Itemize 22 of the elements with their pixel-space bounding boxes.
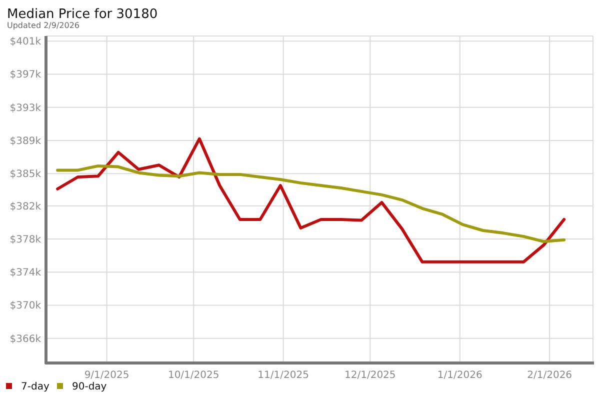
- y-tick-label: $378k: [10, 234, 42, 246]
- x-tick-label: 10/1/2025: [168, 370, 220, 381]
- chart-title: Median Price for 30180: [7, 7, 158, 22]
- y-tick-label: $393k: [10, 102, 42, 114]
- y-tick-label: $366k: [10, 334, 42, 345]
- x-tick-label: 12/1/2025: [344, 370, 396, 381]
- x-tick-label: 1/1/2026: [437, 370, 482, 381]
- x-tick-label: 2/1/2026: [527, 370, 572, 381]
- y-tick-label: $382k: [10, 201, 42, 212]
- y-tick-label: $374k: [10, 268, 42, 279]
- x-tick-label: 9/1/2025: [84, 370, 130, 381]
- x-tick-label: 11/1/2025: [258, 370, 309, 381]
- y-tick-label: $401k: [10, 36, 42, 48]
- legend-label: 7-day: [21, 382, 50, 392]
- y-tick-label: $385k: [10, 169, 42, 180]
- line-series: [56, 164, 566, 244]
- legend-label: 90-day: [72, 382, 107, 392]
- line-series: [56, 137, 566, 264]
- y-tick-label: $397k: [10, 70, 42, 81]
- y-tick-label: $370k: [10, 300, 42, 312]
- chart-subtitle: Updated 2/9/2026: [7, 21, 80, 30]
- y-tick-label: $389k: [10, 136, 42, 147]
